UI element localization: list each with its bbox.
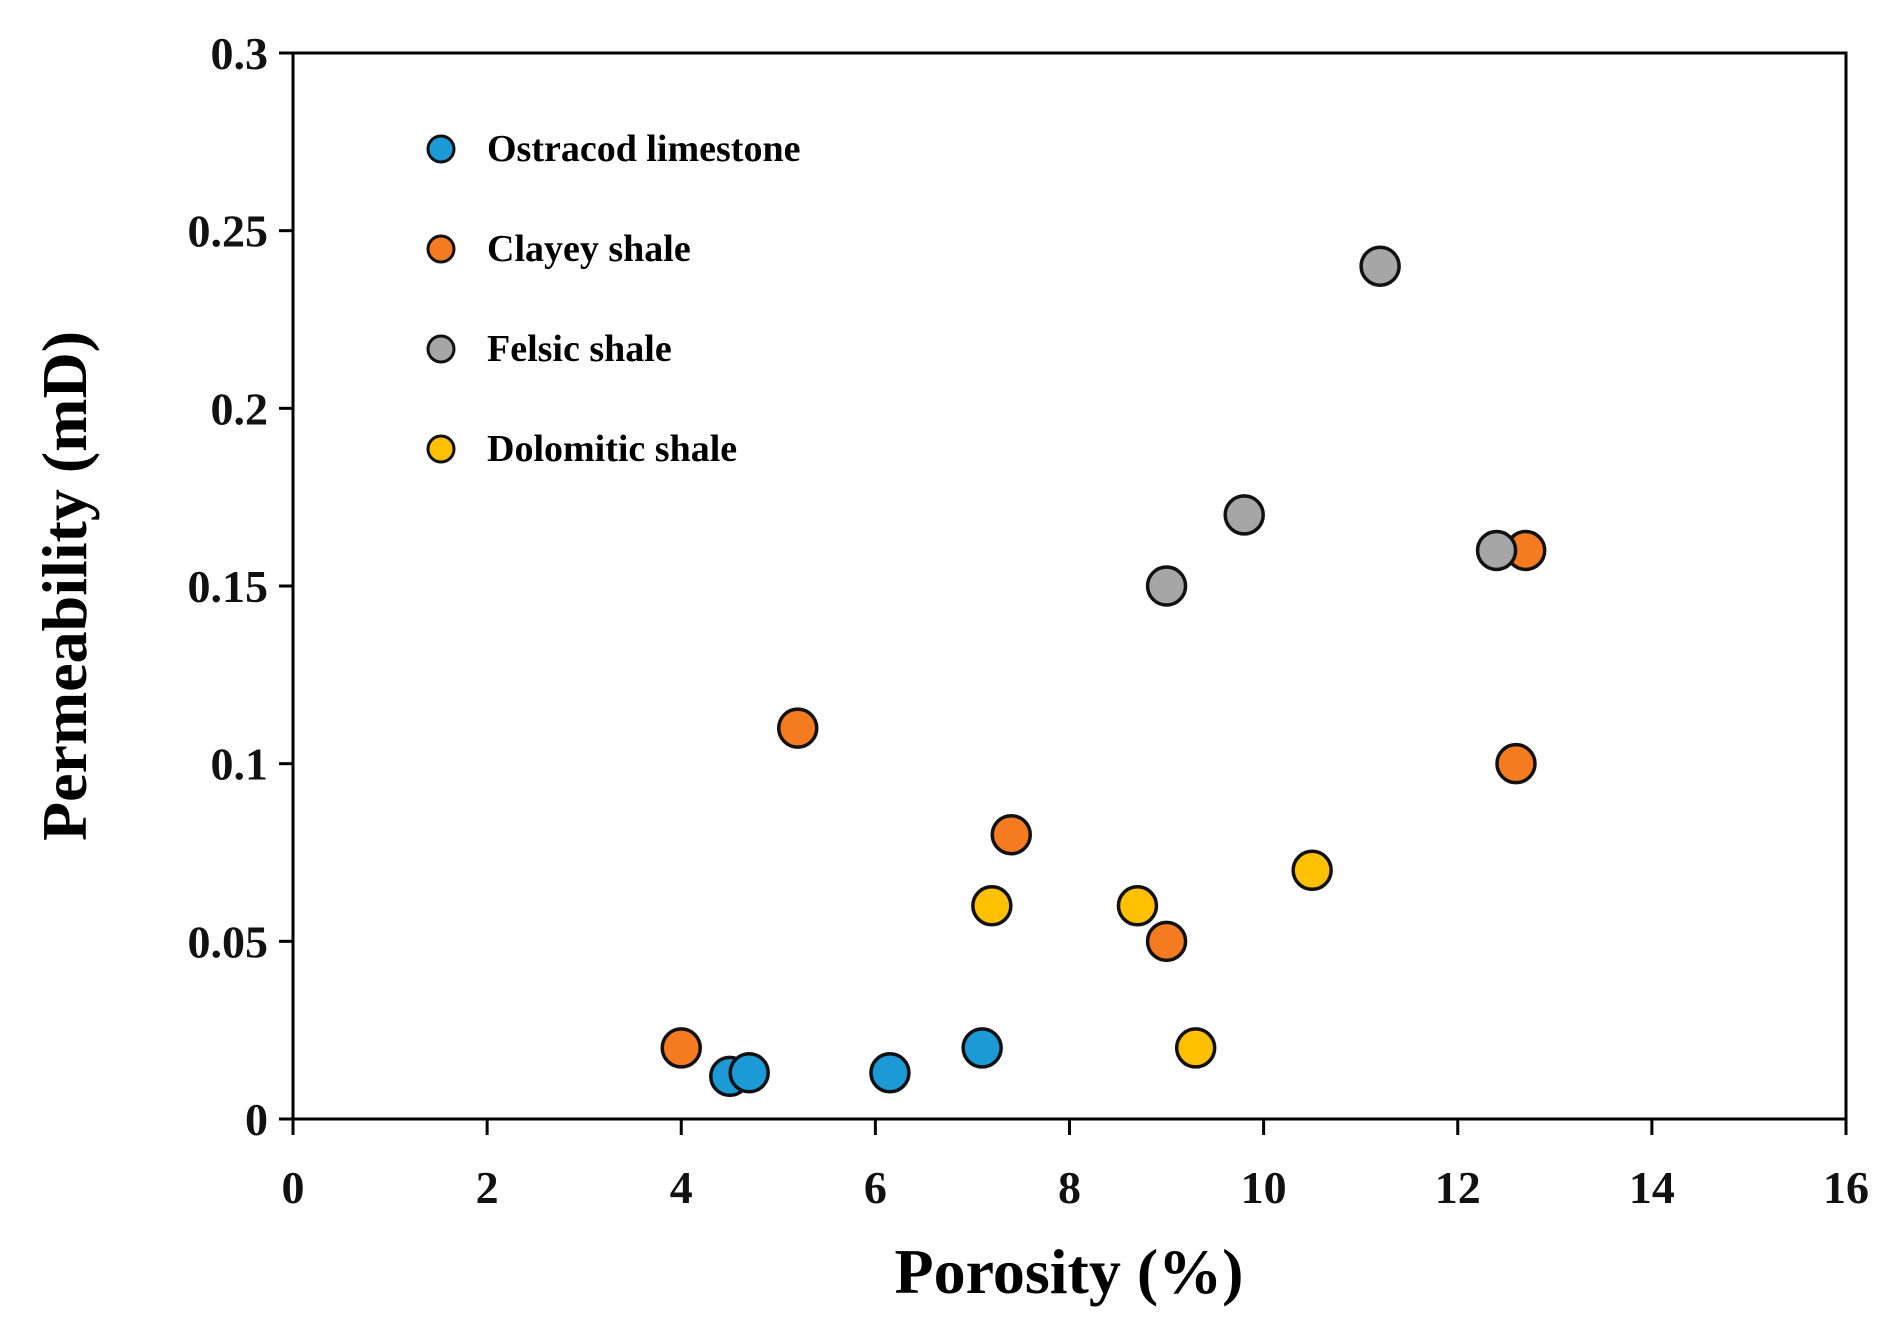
point-dolomitic-shale <box>971 885 1013 927</box>
x-tick-label: 8 <box>1058 1162 1081 1213</box>
x-axis-title: Porosity (%) <box>895 1236 1244 1307</box>
legend-label-felsic-shale: Felsic shale <box>487 328 672 370</box>
point-ostracod-limestone <box>869 1052 911 1094</box>
y-axis: 0 0.05 0.1 0.15 0.2 0.25 0.3 <box>188 28 293 1145</box>
point-clayey-shale <box>1495 742 1537 785</box>
y-axis-title: Permeability (mD) <box>29 331 100 841</box>
x-tick-label: 14 <box>1629 1162 1675 1213</box>
point-clayey-shale <box>660 1027 702 1069</box>
plot-frame <box>291 51 1848 1121</box>
point-dolomitic-shale <box>1174 1027 1217 1069</box>
x-tick-label: 0 <box>282 1162 305 1213</box>
x-tick-label: 10 <box>1241 1162 1287 1213</box>
legend-label-ostracod-limestone: Ostracod limestone <box>487 128 800 170</box>
point-dolomitic-shale <box>1291 849 1333 892</box>
point-felsic-shale <box>1475 529 1518 572</box>
data-points <box>660 245 1547 1098</box>
x-tick-label: 16 <box>1823 1162 1869 1213</box>
y-tick-label: 0.3 <box>211 28 269 79</box>
point-ostracod-limestone <box>961 1027 1003 1069</box>
x-tick-label: 12 <box>1435 1162 1481 1213</box>
y-tick-label: 0.1 <box>211 739 269 790</box>
x-tick-label: 4 <box>670 1162 693 1213</box>
point-felsic-shale <box>1145 565 1188 607</box>
legend-marker-felsic-shale <box>426 334 456 364</box>
x-tick-label: 6 <box>864 1162 887 1213</box>
legend-marker-ostracod-limestone <box>426 134 456 164</box>
point-dolomitic-shale <box>1116 885 1159 927</box>
point-clayey-shale <box>990 813 1033 856</box>
y-tick-label: 0.25 <box>188 206 269 257</box>
x-tick-label: 2 <box>476 1162 499 1213</box>
legend-marker-dolomitic-shale <box>426 434 456 464</box>
y-tick-label: 0.2 <box>211 383 269 434</box>
y-tick-label: 0.15 <box>188 561 269 612</box>
point-ostracod-limestone <box>728 1052 770 1094</box>
y-tick-label: 0.05 <box>188 916 269 967</box>
point-clayey-shale <box>1145 920 1188 963</box>
point-felsic-shale <box>1223 494 1265 536</box>
x-axis: 0 2 4 6 8 10 12 14 16 <box>282 1119 1869 1213</box>
point-clayey-shale <box>776 707 819 749</box>
legend-label-dolomitic-shale: Dolomitic shale <box>487 428 737 470</box>
point-felsic-shale <box>1359 245 1401 287</box>
y-tick-label: 0 <box>245 1094 268 1145</box>
legend: Ostracod limestone Clayey shale Felsic sha… <box>426 128 800 470</box>
legend-label-clayey-shale: Clayey shale <box>487 228 691 270</box>
legend-marker-clayey-shale <box>426 234 456 264</box>
